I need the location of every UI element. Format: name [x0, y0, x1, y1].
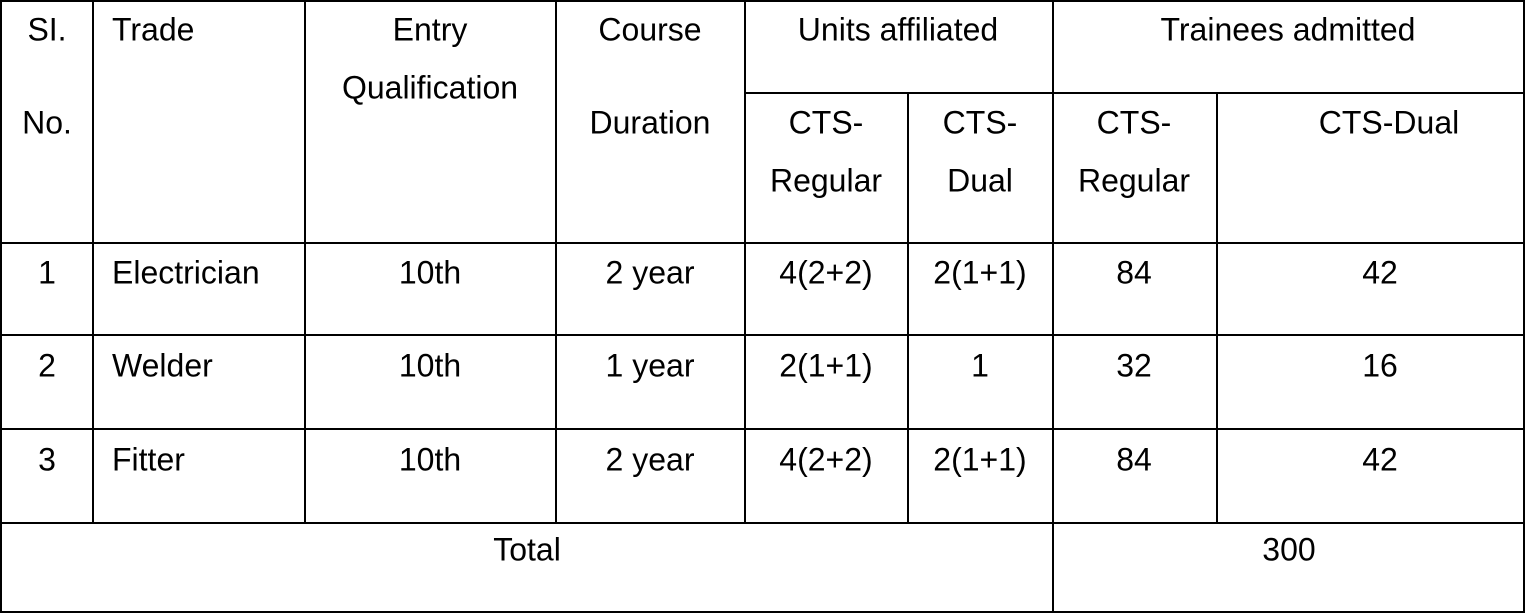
- subheader-cell: Regular: [770, 162, 882, 198]
- subheader-cell: CTS-: [943, 104, 1018, 140]
- table-cell: 2(1+1): [933, 254, 1026, 290]
- table-cell: Electrician: [112, 254, 260, 290]
- header-cell: SI.: [27, 11, 66, 47]
- table-cell: 2(1+1): [779, 347, 872, 383]
- table-cell: Fitter: [112, 441, 185, 477]
- table-cell: 10th: [399, 441, 461, 477]
- header-cell: Trainees admitted: [1161, 11, 1416, 47]
- table-cell: 42: [1362, 254, 1398, 290]
- total-label: Total: [493, 531, 561, 567]
- table-cell: 4(2+2): [779, 441, 872, 477]
- table-cell: 2 year: [606, 254, 695, 290]
- header-cell: Qualification: [342, 69, 518, 105]
- table-cell: 1: [38, 254, 56, 290]
- subheader-cell: Dual: [947, 162, 1013, 198]
- table-cell: 84: [1116, 254, 1152, 290]
- header-cell: No.: [22, 104, 72, 140]
- header-cell: Duration: [590, 104, 711, 140]
- table-cell: 2: [38, 347, 56, 383]
- header-cell: Trade: [112, 11, 194, 47]
- table-cell: 4(2+2): [779, 254, 872, 290]
- subheader-cell: CTS-Dual: [1319, 104, 1459, 140]
- table-cell: 42: [1362, 441, 1398, 477]
- total-value: 300: [1262, 531, 1315, 567]
- table-cell: 1 year: [606, 347, 695, 383]
- table-cell: 10th: [399, 254, 461, 290]
- header-cell: Units affiliated: [798, 11, 998, 47]
- subheader-cell: Regular: [1078, 162, 1190, 198]
- header-cell: Course: [598, 11, 701, 47]
- subheader-cell: CTS-: [1097, 104, 1172, 140]
- table-cell: 3: [38, 441, 56, 477]
- subheader-cell: CTS-: [789, 104, 864, 140]
- table-cell: Welder: [112, 347, 213, 383]
- table-cell: 16: [1362, 347, 1398, 383]
- table-cell: 1: [971, 347, 989, 383]
- header-cell: Entry: [393, 11, 468, 47]
- table-cell: 2 year: [606, 441, 695, 477]
- table-cell: 2(1+1): [933, 441, 1026, 477]
- table-cell: 10th: [399, 347, 461, 383]
- table-cell: 84: [1116, 441, 1152, 477]
- table-cell: 32: [1116, 347, 1152, 383]
